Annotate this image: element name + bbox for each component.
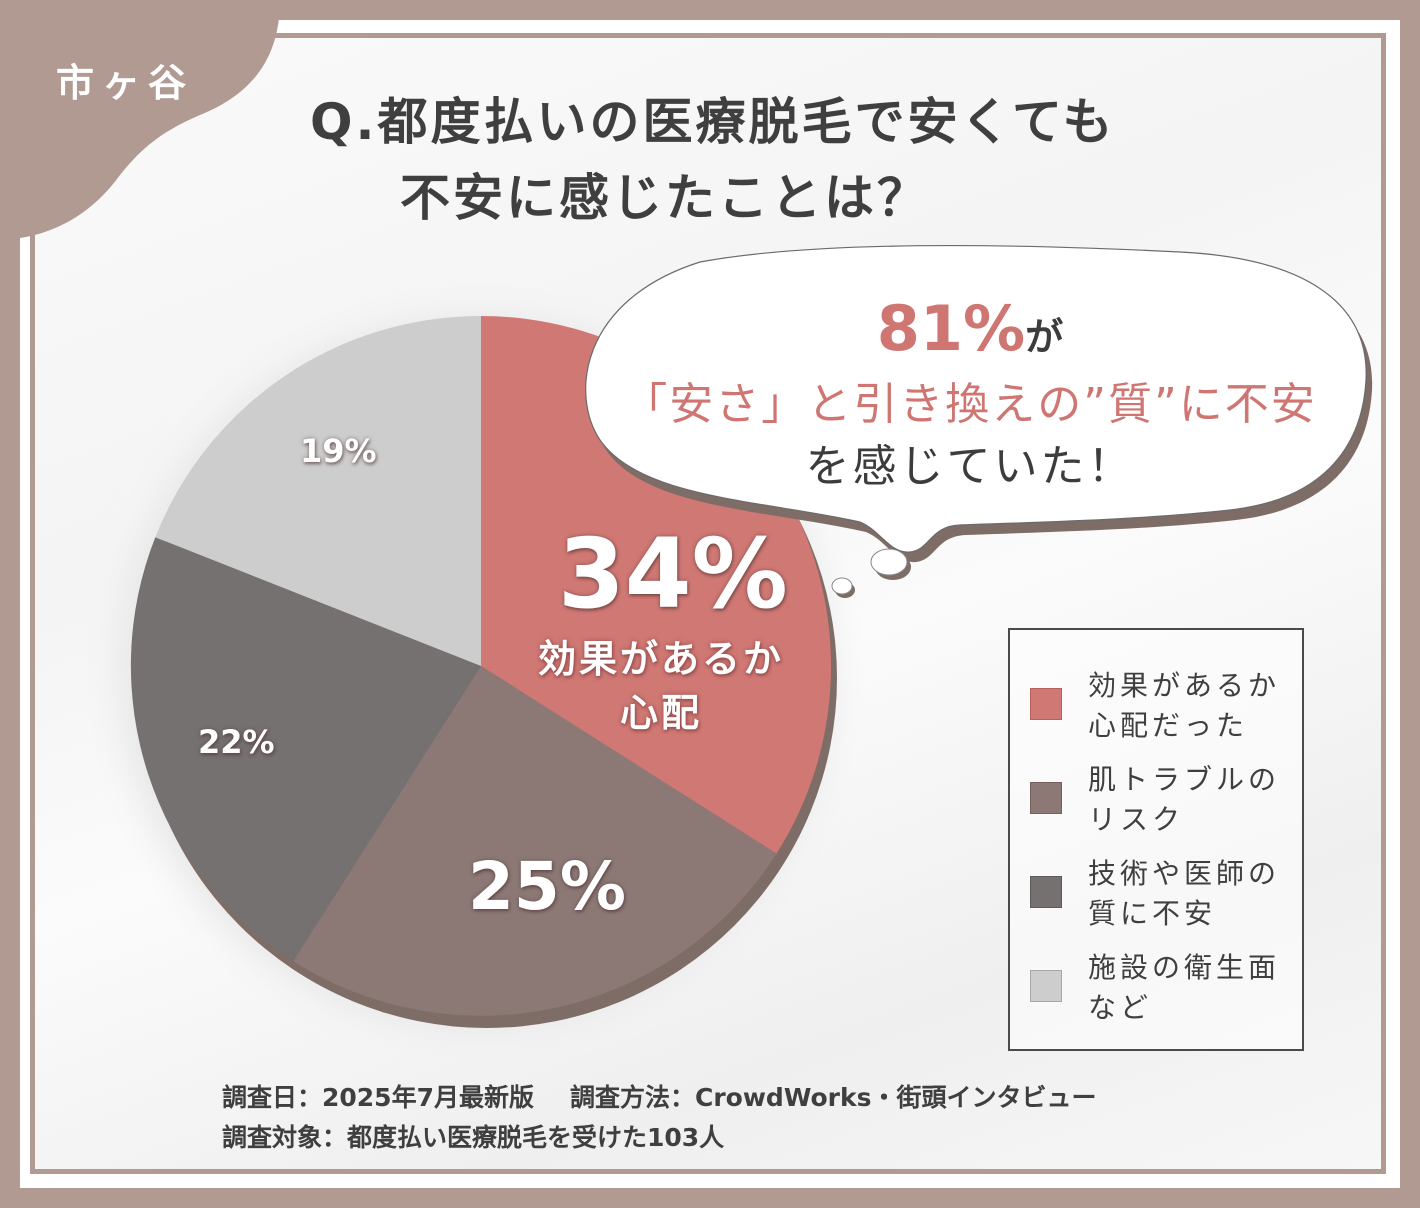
legend-item-skin-trouble: 肌トラブルの リスク	[1010, 760, 1302, 840]
chart-legend: 効果があるか 心配だった 肌トラブルの リスク 技術や医師の 質に不安 施設の衛…	[1008, 628, 1304, 1051]
legend-swatch-dark-gray	[1030, 876, 1062, 908]
legend-label-line1: 効果があるか	[1088, 669, 1281, 702]
footer-line-1: 調査日：2025年7月最新版 調査方法：CrowdWorks・街頭インタビュー	[222, 1078, 1097, 1118]
legend-label-line2: リスク	[1088, 803, 1185, 836]
title-line-2: 不安に感じたことは？	[400, 169, 930, 227]
callout-line-3: を感じていた！	[805, 441, 1135, 492]
slice-label-22: 22%	[198, 723, 275, 761]
callout-suffix: が	[1025, 315, 1064, 359]
legend-item-hygiene: 施設の衛生面 など	[1010, 948, 1302, 1028]
legend-label-line1: 施設の衛生面	[1088, 951, 1281, 984]
legend-item-doctor-quality: 技術や医師の 質に不安	[1010, 854, 1302, 934]
area-name-badge: 市ヶ谷	[56, 61, 195, 105]
legend-item-effect-concern: 効果があるか 心配だった	[1010, 666, 1302, 746]
legend-swatch-light-gray	[1030, 970, 1062, 1002]
callout-text: 81%が 「安さ」と引き換えの”質”に不安 を感じていた！	[590, 292, 1350, 498]
slice-label-19: 19%	[300, 432, 377, 470]
thought-bubble	[585, 245, 1373, 598]
survey-target: 調査対象：都度払い医療脱毛を受けた103人	[222, 1123, 725, 1152]
slice-34-text-line2: 心配	[619, 691, 702, 735]
slice-label-34: 34%	[558, 518, 788, 630]
survey-footer: 調査日：2025年7月最新版 調査方法：CrowdWorks・街頭インタビュー 調…	[222, 1078, 1097, 1158]
area-badge-shape	[0, 0, 280, 240]
legend-label-line1: 技術や医師の	[1088, 857, 1281, 890]
legend-label-line2: 質に不安	[1088, 897, 1217, 930]
legend-swatch-mauve	[1030, 782, 1062, 814]
callout-headline: 81%が	[590, 292, 1350, 374]
slice-hygiene	[155, 315, 482, 666]
callout-percent: 81%	[876, 292, 1026, 365]
legend-label-line1: 肌トラブルの	[1088, 763, 1281, 796]
survey-date: 調査日：2025年7月最新版	[222, 1083, 534, 1112]
slice-34-text-line1: 効果があるか	[537, 637, 784, 681]
slice-label-34-text: 効果があるか 心配	[516, 632, 806, 740]
callout-line-2: 「安さ」と引き換えの”質”に不安	[623, 379, 1317, 430]
slice-doctor-quality	[130, 537, 481, 962]
slice-skin-trouble	[293, 666, 777, 1016]
legend-swatch-red	[1030, 688, 1062, 720]
chart-title: Q.都度払いの医療脱毛で安くても 不安に感じたことは？	[310, 84, 1116, 236]
legend-label-line2: など	[1088, 991, 1153, 1024]
title-line-1: Q.都度払いの医療脱毛で安くても	[310, 93, 1116, 151]
survey-method: 調査方法：CrowdWorks・街頭インタビュー	[569, 1083, 1097, 1112]
legend-label-line2: 心配だった	[1088, 709, 1249, 742]
slice-label-25: 25%	[468, 848, 626, 925]
